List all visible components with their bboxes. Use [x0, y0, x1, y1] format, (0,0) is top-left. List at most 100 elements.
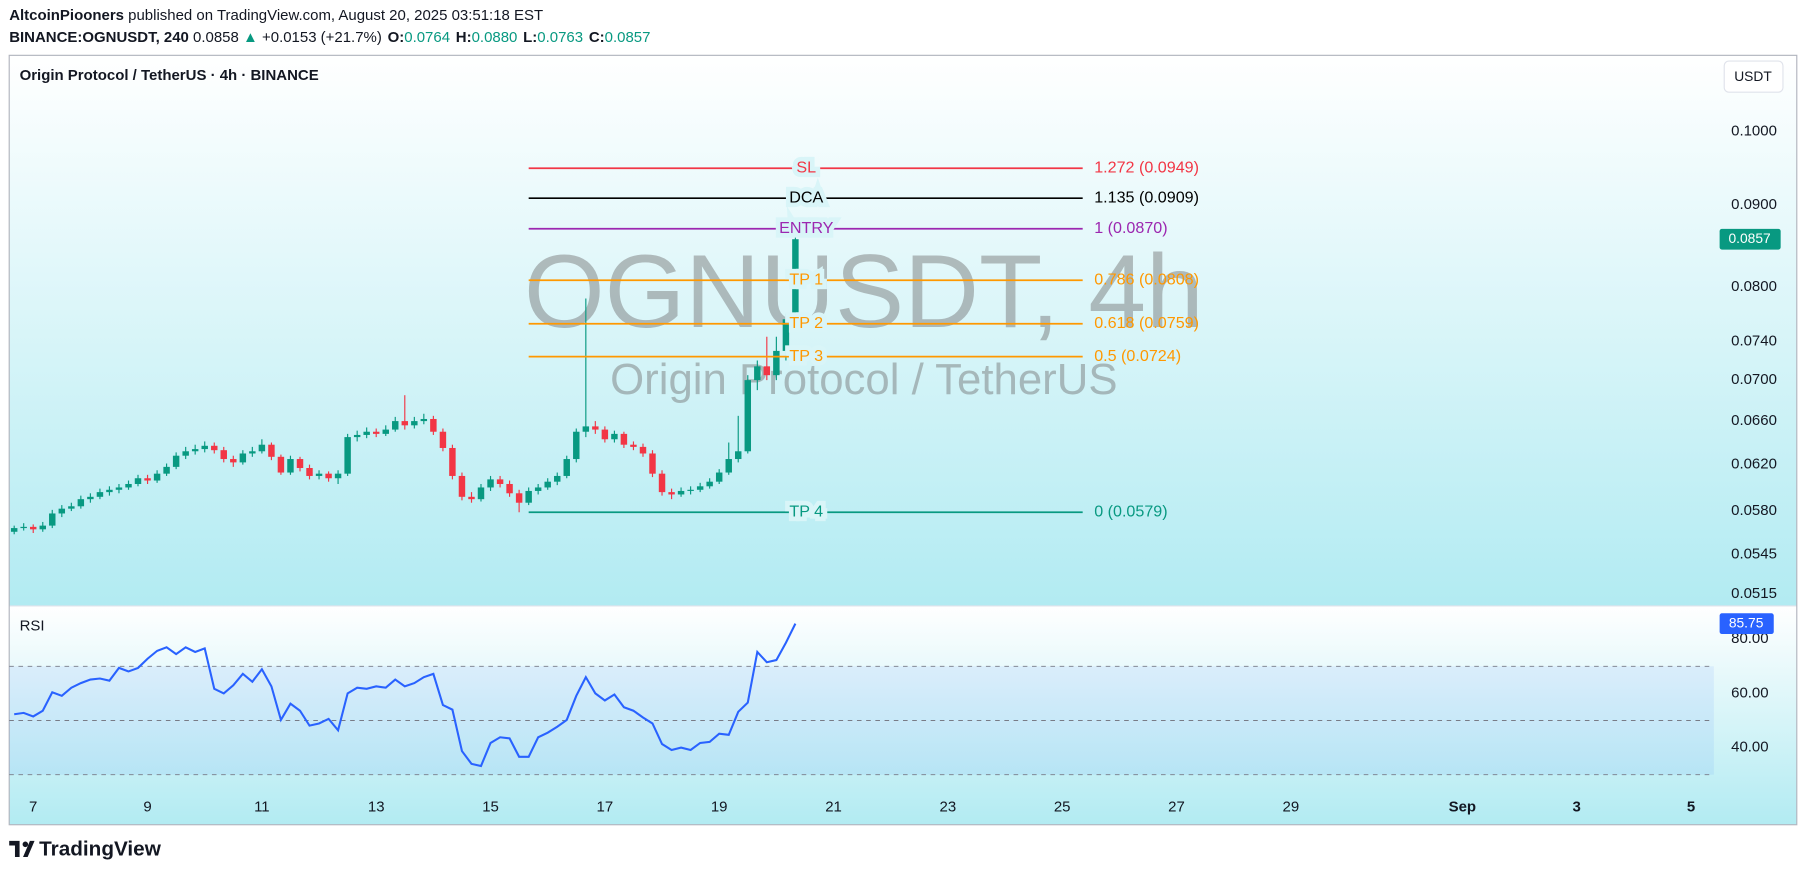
candle-body: [172, 455, 180, 467]
candle-body: [754, 366, 761, 381]
x-tick-label: 27: [1168, 798, 1185, 815]
plot-layer: 0.1000 0.0900 0.0800 0.0740 0.0700 0.0660 0.06…: [9, 123, 1781, 815]
level-name: DCA: [789, 188, 823, 206]
ohlc-value: 0.0857: [605, 29, 651, 46]
candle-body: [306, 468, 313, 476]
candle-body: [506, 483, 513, 494]
publish-line: AltcoinPiooners published on TradingView…: [9, 7, 543, 24]
y-tick-label: 0.0900: [1731, 196, 1777, 213]
candle-body: [315, 473, 323, 476]
logo-mark: [9, 840, 35, 857]
candle-body: [411, 421, 418, 426]
y-tick-label: 0.0700: [1731, 371, 1777, 388]
ohlc: O:0.0764 H:0.0880 L:0.0763 C:0.0857: [388, 29, 651, 46]
candle-body: [706, 481, 713, 487]
candle-body: [782, 319, 790, 351]
candle-body: [220, 450, 227, 460]
x-tick-label: 19: [711, 798, 728, 815]
candle-body: [325, 473, 332, 479]
level-label: 0.786 (0.0808): [1094, 270, 1199, 288]
candle-body: [29, 526, 37, 530]
candle-body: [39, 525, 46, 530]
ohlc-label: H:: [456, 29, 472, 46]
candle-body: [115, 487, 123, 490]
x-tick-label: 9: [143, 798, 151, 815]
x-tick-label: 13: [368, 798, 385, 815]
candle-body: [363, 431, 370, 435]
y-tick-label: 0.0545: [1731, 545, 1777, 562]
rsi-pane: [9, 605, 1797, 825]
candle-body: [258, 444, 266, 452]
ohlc-label: C:: [589, 29, 605, 46]
candle-body: [611, 433, 618, 440]
candle-body: [458, 475, 466, 497]
candle-body: [744, 380, 752, 452]
ohlc-label: O:: [388, 29, 405, 46]
level-name: ENTRY: [779, 219, 834, 237]
candle-body: [677, 490, 685, 495]
y-tick-label: 0.0740: [1731, 332, 1777, 349]
candle-body: [77, 499, 85, 507]
candle-body: [477, 487, 485, 500]
y-tick-label: 0.0620: [1731, 456, 1777, 473]
candle-body: [182, 451, 189, 456]
candle-body: [353, 434, 361, 438]
level-label: 1.135 (0.0909): [1094, 188, 1199, 206]
candle-body: [792, 239, 799, 320]
ohlc-value: 0.0763: [537, 29, 583, 46]
author: AltcoinPiooners: [9, 7, 124, 24]
y-tick-label: 0.0660: [1731, 412, 1777, 429]
candle-body: [687, 489, 694, 491]
x-tick-label: 7: [29, 798, 37, 815]
candle-body: [239, 453, 247, 463]
candle-body: [382, 429, 389, 434]
x-tick-label: 5: [1687, 798, 1695, 815]
brand: TradingView: [39, 838, 162, 861]
level-label: 0.618 (0.0759): [1094, 314, 1199, 332]
candle-body: [430, 418, 437, 432]
y-tick-label: 0.0580: [1731, 502, 1777, 519]
candle-body: [87, 496, 94, 500]
candle-body: [401, 421, 409, 426]
published: published on TradingView.com, August 20,…: [128, 7, 543, 24]
candle-body: [468, 496, 475, 500]
candle-body: [144, 478, 151, 481]
candle-body: [773, 350, 780, 376]
candle-body: [153, 473, 161, 481]
candle-body: [620, 433, 628, 445]
up-arrow: ▲: [243, 29, 258, 46]
candle-body: [735, 451, 742, 460]
level-name: TP 2: [789, 314, 823, 332]
candle-body: [296, 459, 304, 469]
candle-body: [515, 493, 523, 503]
candle-body: [10, 528, 18, 532]
candle-body: [658, 473, 666, 493]
change: +0.0153 (+21.7%): [262, 29, 382, 46]
currency[interactable]: USDT: [1734, 68, 1772, 84]
candle-body: [191, 449, 199, 452]
last-price-box: [1719, 228, 1781, 250]
candle-body: [449, 447, 456, 476]
candle-body: [68, 506, 75, 509]
chart-frame: [8, 54, 1798, 826]
candle-body: [344, 437, 351, 474]
candle-body: [372, 431, 380, 434]
candle-body: [525, 490, 532, 503]
currency-button[interactable]: [1723, 60, 1784, 93]
ohlc-value: 0.0880: [472, 29, 518, 46]
level-label: 1 (0.0870): [1094, 219, 1167, 237]
tradingview-logo: TradingView: [9, 838, 162, 861]
candle-body: [639, 446, 647, 454]
candle-body: [201, 445, 208, 450]
candle-body: [763, 366, 771, 376]
x-tick-label: Sep: [1449, 798, 1476, 815]
last-price: 0.0857: [1728, 230, 1770, 246]
candle-body: [630, 444, 637, 447]
candle-body: [544, 481, 551, 488]
x-tick-label: 23: [940, 798, 957, 815]
rsi-y-tick-label: 40.00: [1731, 739, 1768, 756]
x-tick-label: 11: [254, 798, 270, 815]
